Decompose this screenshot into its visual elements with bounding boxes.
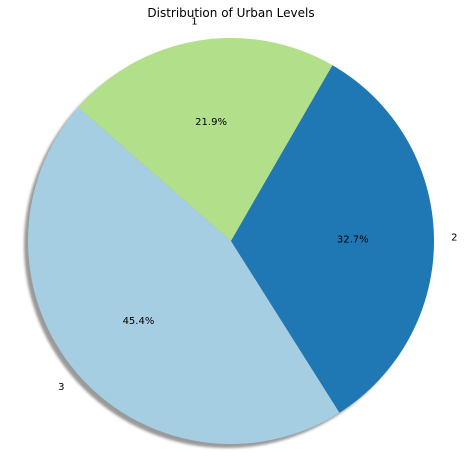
slice-percent-1: 21.9% <box>195 117 227 128</box>
pie-slices <box>27 38 434 445</box>
chart-title: Distribution of Urban Levels <box>147 6 314 20</box>
slice-label-1: 1 <box>191 17 197 28</box>
pie-labels: 1 21.9% 3 45.4% 2 32.7% <box>58 17 457 393</box>
slice-percent-3: 45.4% <box>123 316 155 327</box>
pie-slice-3 <box>27 107 340 445</box>
slice-label-3: 3 <box>58 382 64 393</box>
pie-slice-1 <box>78 38 333 242</box>
pie-slice-2 <box>231 65 434 413</box>
slice-percent-2: 32.7% <box>337 235 369 246</box>
slice-label-2: 2 <box>451 233 457 244</box>
